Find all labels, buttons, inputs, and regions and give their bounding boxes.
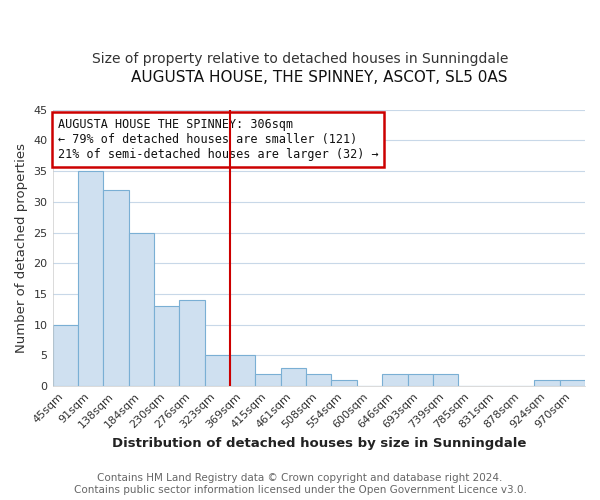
Bar xyxy=(534,380,560,386)
Bar xyxy=(382,374,407,386)
Text: AUGUSTA HOUSE THE SPINNEY: 306sqm
← 79% of detached houses are smaller (121)
21%: AUGUSTA HOUSE THE SPINNEY: 306sqm ← 79% … xyxy=(58,118,379,161)
Text: Size of property relative to detached houses in Sunningdale: Size of property relative to detached ho… xyxy=(92,52,508,66)
Y-axis label: Number of detached properties: Number of detached properties xyxy=(15,143,28,353)
Bar xyxy=(179,300,205,386)
Bar xyxy=(205,356,230,386)
Bar xyxy=(331,380,357,386)
Bar xyxy=(256,374,281,386)
Bar xyxy=(560,380,585,386)
Bar xyxy=(281,368,306,386)
Bar xyxy=(103,190,128,386)
Text: Contains HM Land Registry data © Crown copyright and database right 2024.
Contai: Contains HM Land Registry data © Crown c… xyxy=(74,474,526,495)
Bar xyxy=(53,325,78,386)
Bar xyxy=(128,232,154,386)
X-axis label: Distribution of detached houses by size in Sunningdale: Distribution of detached houses by size … xyxy=(112,437,526,450)
Bar xyxy=(407,374,433,386)
Bar xyxy=(154,306,179,386)
Bar xyxy=(230,356,256,386)
Bar xyxy=(306,374,331,386)
Title: AUGUSTA HOUSE, THE SPINNEY, ASCOT, SL5 0AS: AUGUSTA HOUSE, THE SPINNEY, ASCOT, SL5 0… xyxy=(131,70,507,85)
Bar xyxy=(433,374,458,386)
Bar xyxy=(78,171,103,386)
